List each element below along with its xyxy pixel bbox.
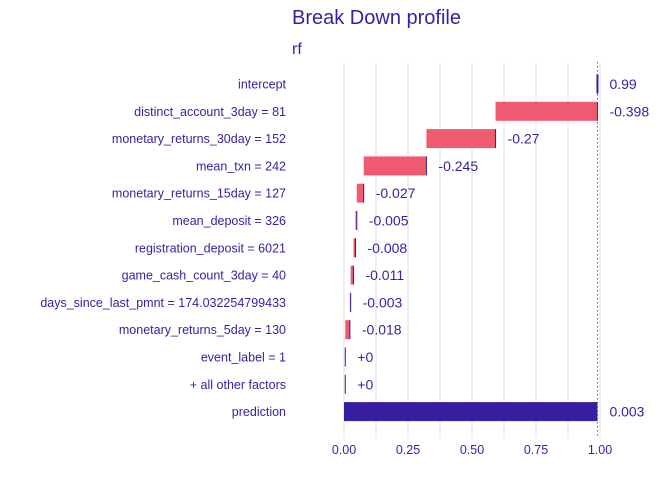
bar-zero xyxy=(344,374,346,394)
x-tick-label: 0.00 xyxy=(332,443,356,457)
y-axis-labels: intercept distinct_account_3day = 81 monet… xyxy=(40,78,286,420)
x-tick-label: 0.75 xyxy=(524,443,548,457)
y-label: distinct_account_3day = 81 xyxy=(134,105,286,119)
data-label: 0.99 xyxy=(609,76,636,92)
x-axis-ticks: 0.00 0.25 0.50 0.75 1.00 xyxy=(332,443,612,457)
chart-subtitle: rf xyxy=(292,41,302,58)
y-label: game_cash_count_3day = 40 xyxy=(122,269,286,283)
data-label: -0.011 xyxy=(365,267,404,283)
bar-contribution xyxy=(495,101,598,121)
bar-contribution xyxy=(426,129,496,149)
data-label: +0 xyxy=(357,376,373,392)
bar-contribution xyxy=(356,183,364,203)
y-label: monetary_returns_5day = 130 xyxy=(119,323,286,337)
data-label: +0 xyxy=(357,349,373,365)
data-label: -0.245 xyxy=(438,158,478,174)
bar-contribution xyxy=(355,211,357,230)
chart-title: Break Down profile xyxy=(292,7,461,29)
data-label: 0.003 xyxy=(609,404,644,420)
data-label: -0.27 xyxy=(508,131,540,147)
x-tick-label: 0.50 xyxy=(460,443,484,457)
y-label: mean_txn = 242 xyxy=(196,159,286,173)
y-label: monetary_returns_15day = 127 xyxy=(112,187,286,201)
data-label: -0.003 xyxy=(363,294,403,310)
data-label: -0.018 xyxy=(362,322,402,338)
bar-intercept xyxy=(596,74,599,94)
data-label: -0.008 xyxy=(368,240,408,256)
data-label: -0.027 xyxy=(376,185,416,201)
x-tick-label: 0.25 xyxy=(396,443,420,457)
y-label: monetary_returns_30day = 152 xyxy=(112,132,286,146)
y-label: prediction xyxy=(232,405,286,419)
bar-contribution xyxy=(350,265,354,285)
bar-contribution xyxy=(363,156,427,176)
y-label: days_since_last_pmnt = 174.032254799433 xyxy=(40,296,286,310)
bar-zero xyxy=(344,347,346,367)
gridlines xyxy=(343,62,601,438)
y-label: intercept xyxy=(238,78,286,92)
y-label: registration_deposit = 6021 xyxy=(135,241,286,255)
y-label: + all other factors xyxy=(190,378,286,392)
y-label: mean_deposit = 326 xyxy=(172,214,286,228)
y-label: event_label = 1 xyxy=(201,351,286,365)
bar-contribution xyxy=(345,320,350,340)
bars xyxy=(344,74,599,422)
x-tick-label: 1.00 xyxy=(588,443,612,457)
data-label: -0.398 xyxy=(609,103,649,119)
bar-contribution xyxy=(353,238,356,258)
data-labels: 0.99 -0.398 -0.27 -0.245 -0.027 -0.005 -0.008 -… xyxy=(357,76,649,420)
bar-prediction xyxy=(344,402,598,422)
data-label: -0.005 xyxy=(369,213,409,229)
